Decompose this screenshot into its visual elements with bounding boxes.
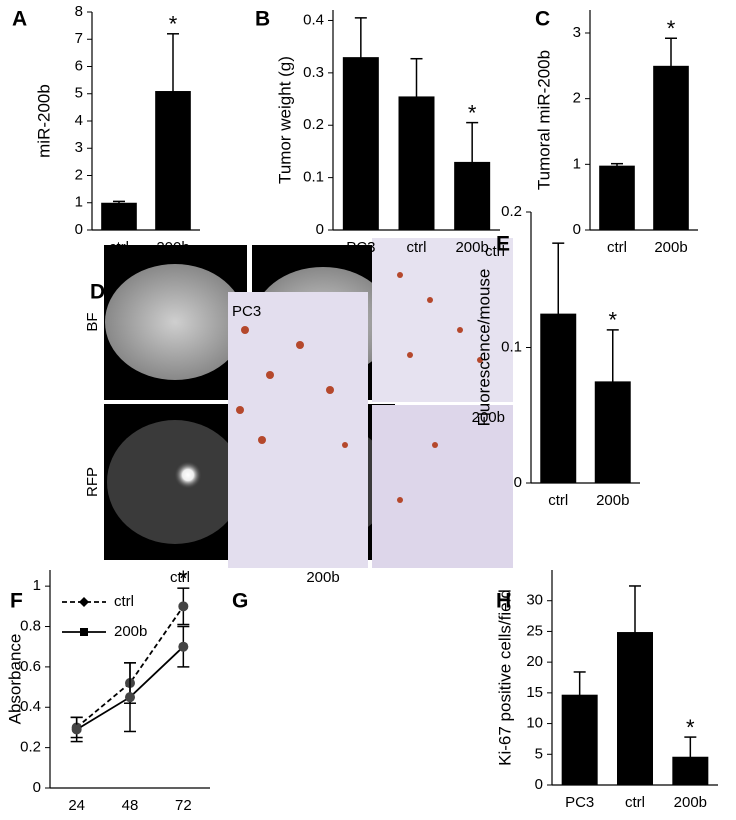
panel-letter: H (496, 590, 511, 613)
y-tick-label: 15 (526, 684, 543, 701)
line (76, 605, 185, 729)
y-tick-label: 3 (75, 139, 83, 156)
panel-letter: D (90, 281, 105, 304)
y-tick-label: 25 (526, 622, 543, 639)
y-tick-label: 0.3 (303, 64, 324, 81)
legend-marker (80, 628, 88, 636)
y-tick-label: 0.2 (501, 203, 522, 220)
y-axis-label: miR-200b (34, 84, 53, 158)
y-tick-label: 0.6 (20, 658, 41, 675)
y-tick-label: 0 (75, 221, 83, 238)
image-content (107, 420, 243, 544)
panel-letter: A (12, 8, 27, 31)
image (228, 292, 368, 568)
y-axis-label: Fluorescence/mouse (474, 269, 493, 427)
y-tick-label: 30 (526, 592, 543, 609)
x-tick-label: 200b (674, 794, 707, 811)
column-label: ctrl (170, 569, 190, 586)
x-tick-label: ctrl (109, 239, 129, 256)
image (372, 405, 513, 568)
y-tick-label: 10 (526, 715, 543, 732)
y-tick-label: 0 (573, 221, 581, 238)
y-tick-label: 0.1 (303, 169, 324, 186)
image-content (105, 264, 245, 380)
image-content (174, 461, 202, 489)
image-label: 200b (472, 409, 505, 426)
y-tick-label: 1 (33, 577, 41, 594)
panel-letter: E (496, 233, 510, 256)
y-tick-label: 3 (573, 24, 581, 41)
panel-letter: F (10, 590, 23, 613)
x-tick-label: ctrl (407, 239, 427, 256)
point (71, 724, 82, 735)
y-tick-label: 0.1 (501, 338, 522, 355)
x-tick-label: ctrl (548, 492, 568, 509)
column-label: 200b (306, 569, 339, 586)
image-label: PC3 (232, 303, 261, 320)
annotation: * (608, 308, 617, 333)
y-tick-label: 0.4 (20, 698, 41, 715)
x-tick-label: 200b (455, 239, 488, 256)
point (125, 692, 135, 703)
y-tick-label: 0.2 (20, 739, 41, 756)
y-tick-label: 2 (75, 166, 83, 183)
y-tick-label: 0.4 (303, 11, 324, 28)
y-tick-label: 0 (514, 474, 522, 491)
y-tick-label: 1 (75, 194, 83, 211)
image-label: ctrl (485, 243, 505, 260)
image (372, 238, 513, 402)
row-label: BF (84, 312, 101, 331)
y-tick-label: 2 (573, 90, 581, 107)
x-tick-label: PC3 (565, 794, 594, 811)
y-tick-label: 7 (75, 30, 83, 47)
bar (599, 165, 635, 230)
y-axis-label: Tumoral miR-200b (534, 50, 553, 190)
annotation: * (686, 715, 695, 740)
annotation: * (468, 100, 477, 125)
point (178, 641, 189, 652)
legend-label: 200b (114, 623, 147, 640)
y-axis-label: Ki-67 positive cells/field (495, 589, 514, 766)
x-tick-label: 200b (156, 239, 189, 256)
bar (101, 202, 137, 230)
annotation: * (667, 16, 676, 41)
panel-letter: B (255, 8, 270, 31)
panel-letter: C (535, 8, 550, 31)
y-tick-label: 5 (535, 745, 543, 762)
x-tick-label: ctrl (607, 239, 627, 256)
y-tick-label: 0.8 (20, 617, 41, 634)
x-tick-label: 48 (122, 797, 139, 814)
y-axis-label: Tumor weight (g) (275, 56, 294, 184)
y-tick-label: 0 (535, 776, 543, 793)
point (178, 601, 189, 612)
x-tick-label: ctrl (625, 794, 645, 811)
y-tick-label: 0.2 (303, 116, 324, 133)
x-tick-label: 24 (68, 797, 85, 814)
stained-cells (236, 272, 483, 503)
x-tick-label: 200b (596, 492, 629, 509)
y-tick-label: 1 (573, 155, 581, 172)
y-axis-label: Absorbance (5, 634, 24, 725)
panel-letter: G (232, 590, 248, 613)
x-tick-label: 200b (654, 239, 687, 256)
y-tick-label: 8 (75, 3, 83, 20)
y-tick-label: 5 (75, 85, 83, 102)
legend-marker (79, 597, 89, 607)
y-tick-label: 0 (316, 221, 324, 238)
y-tick-label: 20 (526, 653, 543, 670)
y-tick-label: 4 (75, 112, 83, 129)
annotation: * (179, 566, 188, 591)
legend-label: ctrl (114, 593, 134, 610)
y-tick-label: 0 (33, 779, 41, 796)
y-tick-label: 6 (75, 57, 83, 74)
x-tick-label: PC3 (346, 239, 375, 256)
row-label: RFP (84, 467, 101, 497)
x-tick-label: 72 (175, 797, 192, 814)
image-panel-g: G PC3 ctrl 200b (228, 238, 513, 613)
annotation: * (169, 12, 178, 37)
